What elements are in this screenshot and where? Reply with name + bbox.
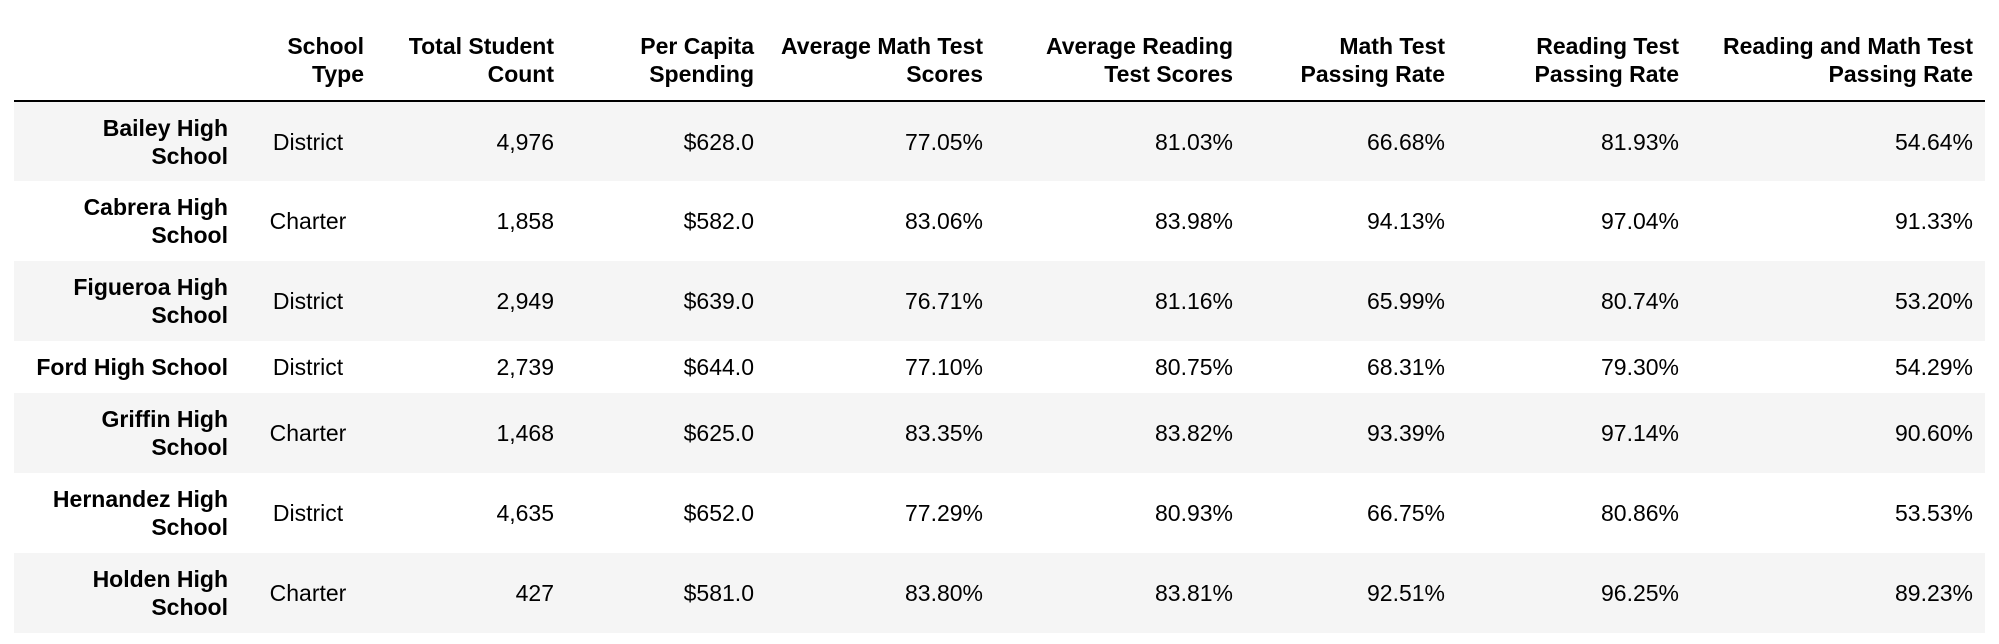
cell-reading-test-passing-rate: 79.30% [1600, 354, 1679, 380]
column-header-math-test-passing-rate: Math Test Passing Rate [1245, 20, 1457, 102]
row-label-school: Cabrera High School [83, 194, 228, 248]
cell-average-math-test-scores: 83.06% [904, 208, 983, 234]
cell-reading-and-math-test-passing-rate: 53.20% [1894, 288, 1973, 314]
table-row: Figueroa High School District 2,949 $639… [14, 261, 1985, 341]
cell-average-reading-test-scores: 83.81% [1154, 580, 1233, 606]
cell-average-math-test-scores: 77.05% [904, 128, 983, 155]
cell-math-test-passing-rate: 68.31% [1366, 354, 1445, 380]
table-header: School Type Total Student Count Per Capi… [14, 20, 1985, 102]
cell-total-student-count: 1,858 [496, 208, 554, 234]
cell-reading-and-math-test-passing-rate: 89.23% [1894, 580, 1973, 606]
column-header-reading-test-passing-rate: Reading Test Passing Rate [1457, 20, 1691, 102]
row-label-school: Ford High School [36, 354, 228, 380]
cell-total-student-count: 2,739 [496, 354, 554, 380]
column-header-average-reading-test-scores: Average Reading Test Scores [995, 20, 1245, 102]
school-summary-table: School Type Total Student Count Per Capi… [14, 20, 1985, 633]
cell-reading-test-passing-rate: 96.25% [1600, 580, 1679, 606]
cell-math-test-passing-rate: 66.68% [1366, 128, 1445, 155]
cell-reading-and-math-test-passing-rate: 90.60% [1894, 420, 1973, 446]
cell-total-student-count: 4,976 [496, 128, 554, 155]
column-header-school-type: School Type [240, 20, 376, 102]
column-header-reading-and-math-test-passing-rate: Reading and Math Test Passing Rate [1691, 20, 1985, 102]
cell-average-reading-test-scores: 80.93% [1154, 500, 1233, 526]
cell-total-student-count: 427 [515, 580, 554, 606]
cell-reading-test-passing-rate: 80.86% [1600, 500, 1679, 526]
cell-math-test-passing-rate: 92.51% [1366, 580, 1445, 606]
cell-average-math-test-scores: 76.71% [904, 288, 983, 314]
cell-reading-test-passing-rate: 80.74% [1600, 288, 1679, 314]
cell-math-test-passing-rate: 93.39% [1366, 420, 1445, 446]
index-header [14, 20, 240, 102]
cell-math-test-passing-rate: 94.13% [1366, 208, 1445, 234]
table-row: Hernandez High School District 4,635 $65… [14, 473, 1985, 553]
cell-average-reading-test-scores: 81.03% [1154, 128, 1233, 155]
cell-total-student-count: 4,635 [496, 500, 554, 526]
dataframe-output: School Type Total Student Count Per Capi… [14, 20, 1985, 633]
cell-per-capita-spending: $652.0 [683, 500, 754, 526]
cell-school-type: Charter [269, 580, 347, 606]
table-body: Bailey High School District 4,976 $628.0… [14, 101, 1985, 633]
row-label-school: Figueroa High School [73, 274, 228, 328]
cell-per-capita-spending: $582.0 [683, 208, 754, 234]
column-header-average-math-test-scores: Average Math Test Scores [766, 20, 995, 102]
cell-school-type: District [272, 288, 344, 314]
table-row: Holden High School Charter 427 $581.0 83… [14, 553, 1985, 633]
cell-per-capita-spending: $639.0 [683, 288, 754, 314]
cell-total-student-count: 2,949 [496, 288, 554, 314]
row-label-school: Griffin High School [101, 406, 228, 460]
cell-reading-test-passing-rate: 97.14% [1600, 420, 1679, 446]
cell-school-type: District [272, 500, 344, 526]
cell-total-student-count: 1,468 [496, 420, 554, 446]
cell-reading-test-passing-rate: 81.93% [1600, 128, 1679, 155]
cell-school-type: Charter [269, 420, 347, 446]
cell-school-type: District [272, 354, 344, 380]
cell-school-type: District [272, 128, 344, 155]
row-label-school: Bailey High School [102, 114, 228, 169]
row-label-school: Holden High School [92, 566, 228, 620]
cell-average-math-test-scores: 83.80% [904, 580, 983, 606]
column-header-per-capita-spending: Per Capita Spending [566, 20, 766, 102]
cell-math-test-passing-rate: 65.99% [1366, 288, 1445, 314]
table-row: Bailey High School District 4,976 $628.0… [14, 101, 1985, 181]
table-row: Ford High School District 2,739 $644.0 7… [14, 341, 1985, 393]
cell-average-reading-test-scores: 80.75% [1154, 354, 1233, 380]
table-row: Griffin High School Charter 1,468 $625.0… [14, 393, 1985, 473]
cell-math-test-passing-rate: 66.75% [1366, 500, 1445, 526]
cell-reading-and-math-test-passing-rate: 54.29% [1894, 354, 1973, 380]
cell-average-math-test-scores: 83.35% [904, 420, 983, 446]
table-row: Cabrera High School Charter 1,858 $582.0… [14, 181, 1985, 261]
cell-average-math-test-scores: 77.10% [904, 354, 983, 380]
cell-reading-and-math-test-passing-rate: 91.33% [1894, 208, 1973, 234]
cell-per-capita-spending: $625.0 [683, 420, 754, 446]
cell-school-type: Charter [269, 208, 347, 234]
cell-reading-and-math-test-passing-rate: 54.64% [1894, 128, 1973, 155]
cell-average-math-test-scores: 77.29% [904, 500, 983, 526]
cell-reading-and-math-test-passing-rate: 53.53% [1894, 500, 1973, 526]
cell-reading-test-passing-rate: 97.04% [1600, 208, 1679, 234]
column-header-total-student-count: Total Student Count [376, 20, 566, 102]
cell-average-reading-test-scores: 83.98% [1154, 208, 1233, 234]
cell-per-capita-spending: $581.0 [683, 580, 754, 606]
row-label-school: Hernandez High School [52, 486, 228, 540]
cell-average-reading-test-scores: 83.82% [1154, 420, 1233, 446]
cell-per-capita-spending: $644.0 [683, 354, 754, 380]
cell-average-reading-test-scores: 81.16% [1154, 288, 1233, 314]
header-row: School Type Total Student Count Per Capi… [14, 20, 1985, 102]
cell-per-capita-spending: $628.0 [683, 128, 754, 155]
